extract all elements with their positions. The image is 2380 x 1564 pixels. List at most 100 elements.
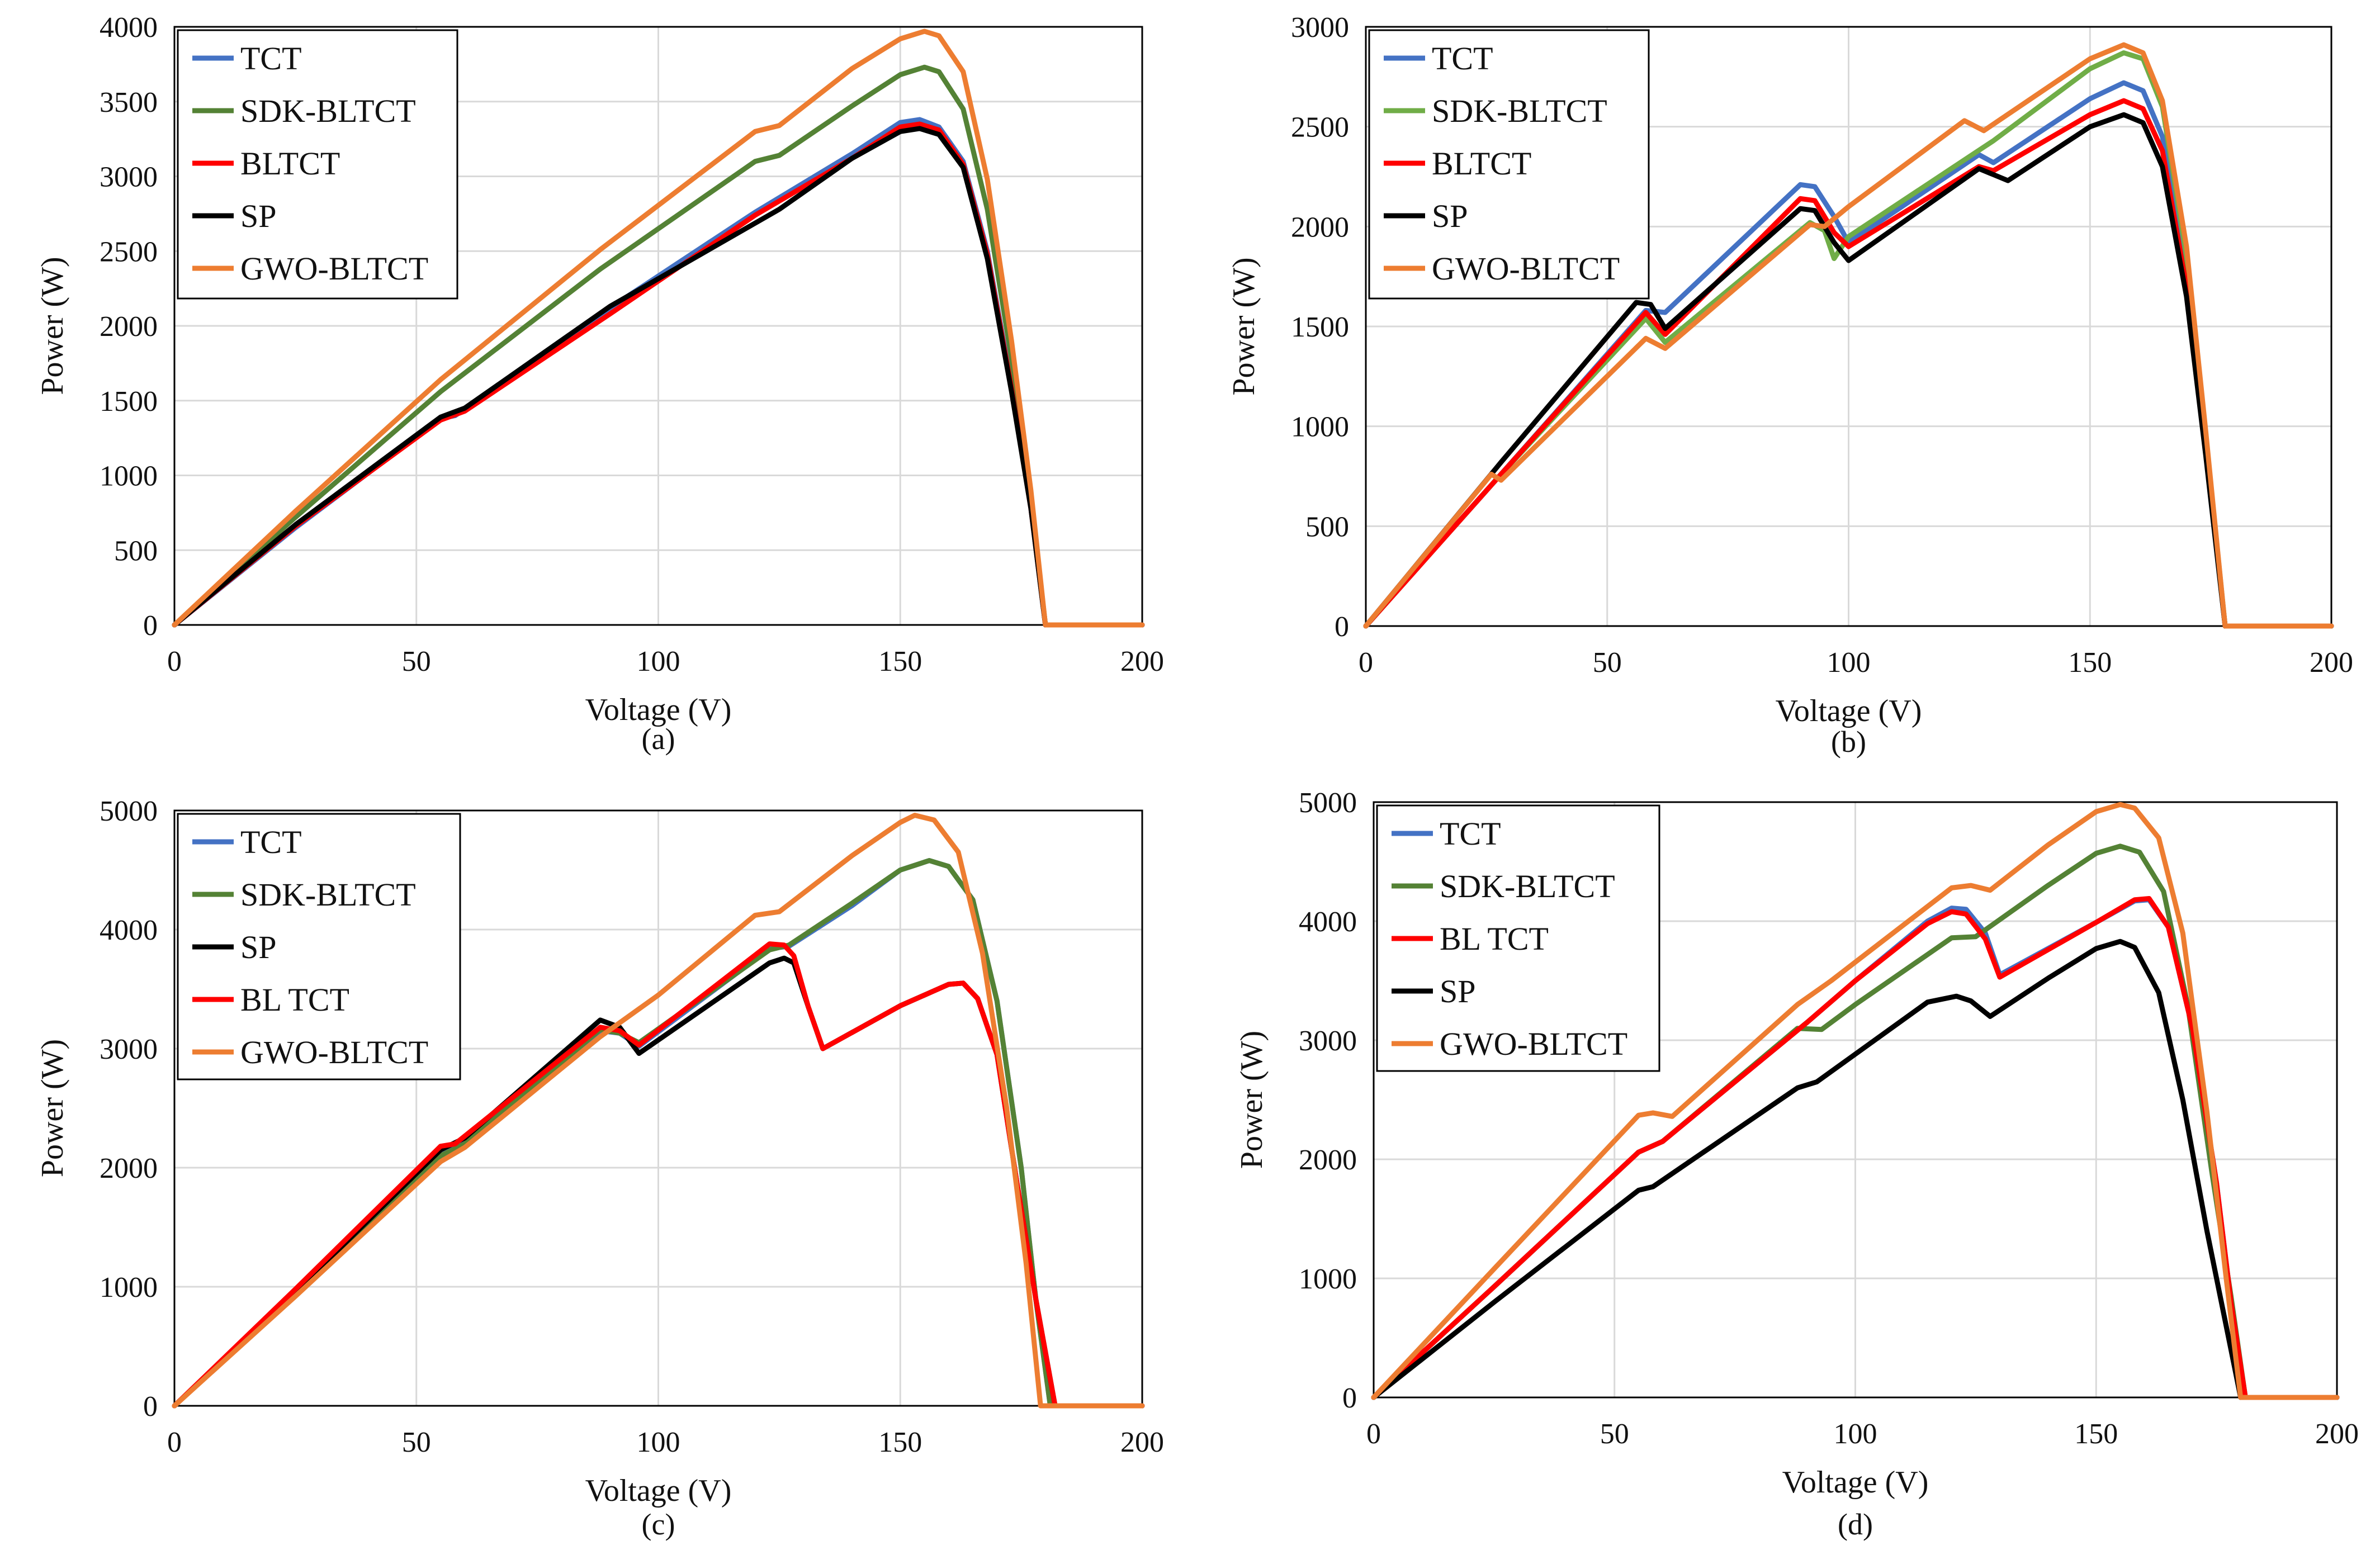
plot-area-frame	[173, 809, 1143, 1407]
legend: TCT SDK-BLTCT BLTCT SP GWO-BLTCT	[1368, 29, 1650, 300]
y-tick-label: 0	[1335, 611, 1349, 643]
y-tick-label: 1000	[100, 461, 158, 492]
legend: TCT SDK-BLTCT BL TCT SP GWO-BLTCT	[1376, 804, 1660, 1072]
x-tick-label: 150	[878, 646, 922, 677]
legend-label: SDK-BLTCT	[1432, 93, 1607, 129]
series-line-gwo-bltct	[172, 813, 1145, 1409]
y-tick-label: 2000	[100, 311, 158, 343]
legend-label: SDK-BLTCT	[1440, 868, 1615, 904]
x-tick-label: 100	[637, 646, 680, 677]
legend-label: SDK-BLTCT	[240, 876, 416, 913]
x-tick-label: 100	[637, 1426, 680, 1458]
y-tick-label: 1000	[1299, 1263, 1357, 1295]
x-tick-label: 50	[402, 646, 431, 677]
chart-panel-b: 0 50 100 150 200050010001500200025003000Volt…	[1227, 12, 2353, 759]
x-tick-label: 200	[1120, 646, 1164, 677]
plot-area-frame	[1373, 801, 2338, 1399]
x-tick-label: 50	[1593, 647, 1622, 679]
panel-label: (b)	[1831, 725, 1866, 759]
legend-label: BLTCT	[240, 145, 340, 182]
y-tick-label: 3000	[100, 162, 158, 193]
series-line-gwo-bltct	[1371, 802, 2340, 1400]
series-line-sp	[1363, 112, 2334, 629]
y-tick-label: 1000	[100, 1272, 158, 1304]
legend-label: SP	[1440, 973, 1476, 1010]
legend-label: TCT	[240, 40, 302, 77]
y-tick-label: 1500	[100, 386, 158, 418]
legend-label: GWO-BLTCT	[1440, 1026, 1627, 1062]
panel-label: (d)	[1838, 1508, 1873, 1541]
x-tick-label: 150	[2068, 647, 2112, 679]
x-tick-label: 200	[2310, 647, 2353, 679]
legend-label: TCT	[1432, 40, 1493, 77]
legend: TCT SDK-BLTCT SP BL TCT GWO-BLTCT	[177, 813, 461, 1080]
x-tick-label: 50	[402, 1426, 431, 1458]
x-axis-title: Voltage (V)	[585, 693, 732, 727]
y-axis-title: Power (W)	[35, 257, 70, 395]
x-tick-label: 0	[1366, 1418, 1381, 1450]
y-tick-label: 3000	[1299, 1025, 1357, 1057]
legend-label: GWO-BLTCT	[240, 1034, 428, 1070]
chart-panel-d: 0 50 100 150 200010002000300040005000Voltage…	[1234, 787, 2359, 1541]
x-axis-title: Voltage (V)	[1782, 1465, 1929, 1500]
legend-label: TCT	[240, 824, 302, 860]
y-tick-label: 0	[143, 1391, 158, 1423]
legend-label: SDK-BLTCT	[240, 93, 416, 129]
y-tick-label: 3500	[100, 87, 158, 119]
plot-area-frame	[1365, 26, 2332, 627]
x-axis-title: Voltage (V)	[585, 1473, 732, 1508]
plot-area-frame	[173, 26, 1143, 626]
y-tick-label: 4000	[1299, 906, 1357, 938]
series-line-gwo-bltct	[1363, 42, 2334, 629]
x-axis-title: Voltage (V)	[1776, 694, 1922, 728]
x-tick-label: 0	[1359, 647, 1373, 679]
x-tick-label: 200	[1120, 1426, 1164, 1458]
panel-label: (a)	[642, 722, 675, 756]
x-tick-label: 100	[1827, 647, 1871, 679]
y-tick-label: 3000	[1291, 12, 1349, 44]
legend-label: GWO-BLTCT	[240, 250, 428, 287]
legend: TCT SDK-BLTCT BLTCT SP GWO-BLTCT	[177, 29, 458, 300]
legend-label: SP	[240, 198, 277, 234]
y-tick-label: 500	[1305, 511, 1349, 543]
y-tick-label: 0	[1342, 1382, 1357, 1414]
chart-panel-a: 0 50 100 150 2000500100015002000250030003500…	[35, 12, 1164, 756]
y-tick-label: 2500	[100, 236, 158, 268]
y-tick-label: 4000	[100, 12, 158, 44]
y-axis-title: Power (W)	[1234, 1031, 1269, 1169]
legend-label: BL TCT	[240, 982, 349, 1018]
y-tick-label: 4000	[100, 914, 158, 946]
series-line-sdk-bltct	[172, 858, 1145, 1409]
y-tick-label: 500	[114, 535, 158, 567]
legend-label: TCT	[1440, 816, 1501, 852]
panel-label: (c)	[642, 1508, 675, 1541]
legend-label: GWO-BLTCT	[1432, 250, 1620, 287]
y-tick-label: 5000	[100, 795, 158, 827]
legend-label: BL TCT	[1440, 921, 1549, 957]
x-tick-label: 50	[1600, 1418, 1629, 1450]
x-tick-label: 100	[1834, 1418, 1877, 1450]
series-line-sp	[172, 126, 1145, 628]
y-axis-title: Power (W)	[35, 1039, 70, 1177]
legend-label: BLTCT	[1432, 145, 1531, 182]
legend-label: SP	[240, 929, 277, 965]
y-tick-label: 2000	[1291, 211, 1349, 243]
y-axis-title: Power (W)	[1227, 257, 1261, 395]
legend-label: SP	[1432, 198, 1468, 234]
x-tick-label: 0	[167, 1426, 182, 1458]
y-tick-label: 5000	[1299, 787, 1357, 819]
y-tick-label: 3000	[100, 1034, 158, 1065]
y-tick-label: 2000	[100, 1153, 158, 1184]
x-tick-label: 200	[2315, 1418, 2359, 1450]
y-tick-label: 2500	[1291, 112, 1349, 144]
x-tick-label: 0	[167, 646, 182, 677]
y-tick-label: 1500	[1291, 311, 1349, 343]
y-tick-label: 0	[143, 610, 158, 642]
chart-panel-c: 0 50 100 150 200010002000300040005000Voltage…	[35, 795, 1164, 1541]
y-tick-label: 2000	[1299, 1144, 1357, 1176]
x-tick-label: 150	[878, 1426, 922, 1458]
series-line-gwo-bltct	[172, 29, 1145, 628]
y-tick-label: 1000	[1291, 411, 1349, 443]
x-tick-label: 150	[2074, 1418, 2118, 1450]
